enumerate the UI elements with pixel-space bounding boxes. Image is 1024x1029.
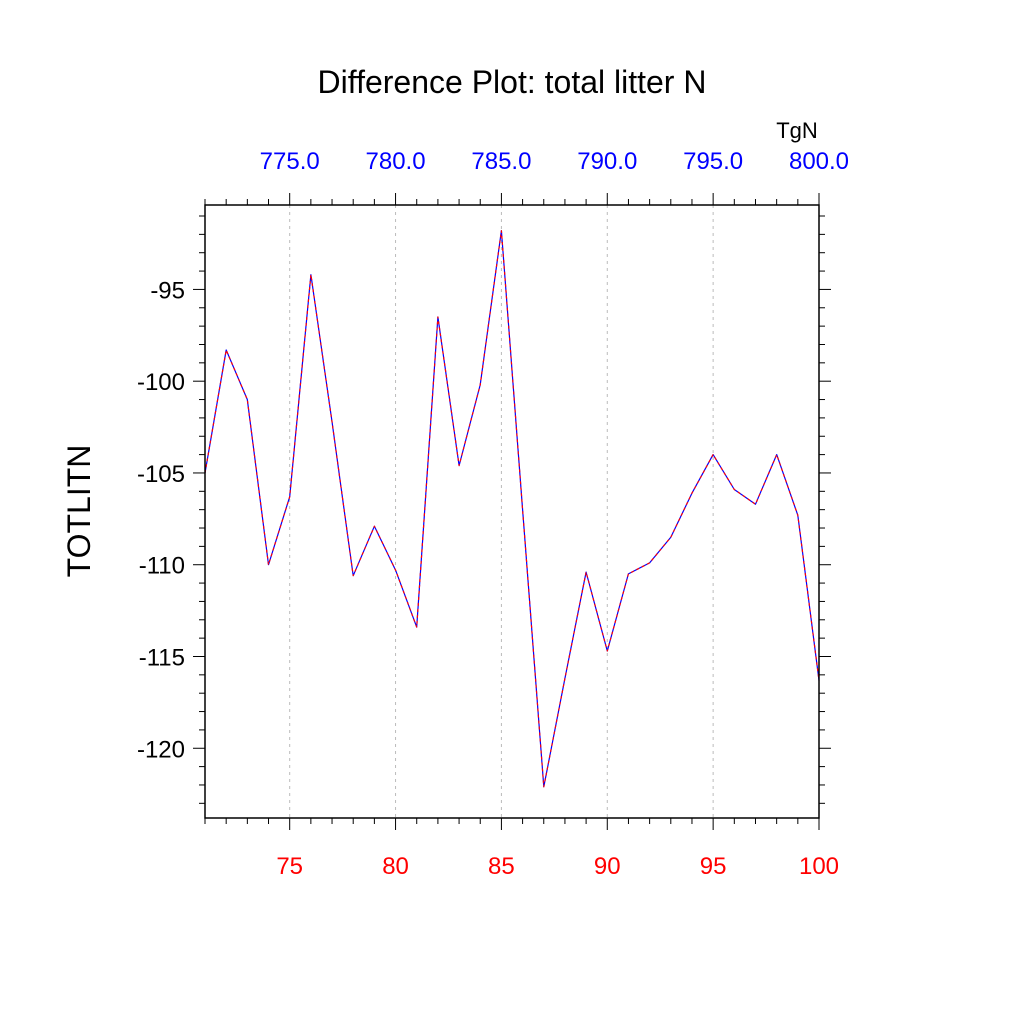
chart-title: Difference Plot: total litter N	[318, 64, 707, 100]
x-tick-label-bottom: 85	[488, 853, 515, 880]
x-tick-label-bottom: 80	[382, 853, 409, 880]
y-axis-label: TOTLITN	[61, 445, 97, 578]
series-line-dashed-overlay	[204, 230, 820, 788]
y-tick-label: -95	[150, 277, 185, 304]
y-tick-label: -100	[137, 369, 185, 396]
x-tick-label-top: 790.0	[577, 148, 637, 175]
y-tick-label: -110	[139, 553, 185, 580]
x-tick-label-bottom: 95	[700, 853, 727, 880]
x-tick-label-top: 775.0	[260, 148, 320, 175]
x-tick-label-bottom: 90	[594, 853, 621, 880]
x-tick-label-top: 785.0	[471, 148, 531, 175]
top-axis-units-label: TgN	[776, 118, 818, 143]
x-tick-label-bottom: 75	[276, 853, 303, 880]
y-tick-label: -115	[139, 644, 185, 671]
x-tick-label-top: 795.0	[683, 148, 743, 175]
x-tick-label-bottom: 100	[799, 853, 839, 880]
tick-labels: 75 80 85 90 95 100 775.0 780.0 785.0 790.0 795.0 80…	[137, 148, 849, 880]
series-layer	[204, 230, 820, 788]
x-tick-label-top: 780.0	[366, 148, 426, 175]
plot-frame	[204, 204, 820, 819]
axis-ticks	[193, 193, 831, 830]
x-tick-label-top: 800.0	[789, 148, 849, 175]
y-tick-label: -105	[137, 461, 185, 488]
y-tick-label: -120	[137, 736, 185, 763]
